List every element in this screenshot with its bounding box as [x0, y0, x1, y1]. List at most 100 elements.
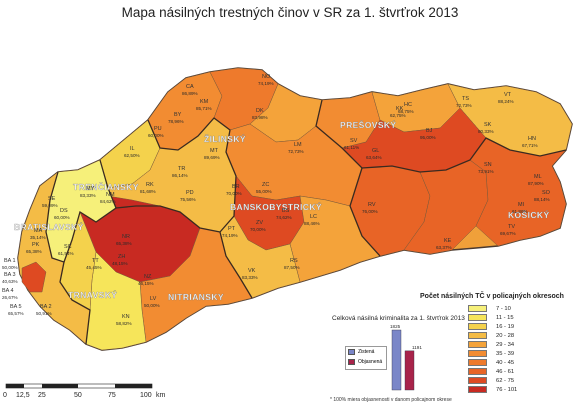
district-code: LC — [310, 214, 317, 220]
region-label-nitriansky: NITRIANSKY — [168, 292, 224, 302]
district-value: 83,33% — [242, 275, 258, 280]
district-code: NO — [262, 74, 271, 80]
district-value: 75,56% — [180, 197, 196, 202]
district-code: ZV — [256, 220, 263, 226]
district-value: 74,62% — [276, 215, 292, 220]
district-value: 65,38% — [116, 241, 132, 246]
district-code: ZC — [262, 182, 269, 188]
legend-label: Objasnená — [358, 359, 383, 365]
district-code: ML — [534, 174, 542, 180]
district-code: KN — [122, 314, 130, 320]
district-code: KE — [444, 238, 452, 244]
district-code: DS — [60, 208, 68, 214]
district-value: 48,15% — [112, 261, 128, 266]
legend-swatch — [468, 305, 487, 312]
district-value: 59,09% — [42, 203, 58, 208]
legend-row: 46 - 61 — [468, 367, 517, 376]
district-code: PK — [32, 242, 40, 248]
crime-legend-item-objasnena: Objasnená — [346, 357, 386, 367]
legend-row: 62 - 75 — [468, 376, 517, 385]
region-label-presovsky: PREŠOVSKÝ — [340, 119, 397, 130]
region-label-bratislavsky: BRATISLAVSKÝ — [14, 221, 84, 232]
bar-objasnena-value: 1191 — [412, 345, 422, 350]
district-code: VT — [504, 92, 512, 98]
district-code: RS — [290, 258, 298, 264]
district-code: HN — [528, 136, 536, 142]
district-code: MA — [34, 228, 43, 234]
legend-swatch — [468, 368, 487, 375]
district-value: 88,14% — [534, 197, 550, 202]
district-code: RV — [368, 202, 376, 208]
district-value: 70,00% — [250, 227, 266, 232]
district-code: RK — [146, 182, 154, 188]
district-value: 50,91% — [36, 311, 52, 316]
district-value: 72,73% — [288, 149, 304, 154]
district-value: 95,00% — [420, 135, 436, 140]
district-value: 40,63% — [2, 279, 18, 284]
district-code: SK — [484, 122, 492, 128]
district-value: 62,75% — [390, 113, 406, 118]
district-labels: CA 86,89% NO 74,19% KM 85,71% DK 83,98% … — [2, 74, 551, 326]
legend-swatch — [468, 377, 487, 384]
district-value: 76,00% — [362, 209, 378, 214]
legend-label: 76 - 101 — [496, 386, 518, 393]
district-code: BA 1 — [4, 258, 16, 264]
district-value: 61,54% — [58, 251, 74, 256]
scale-label: 75 — [108, 392, 116, 399]
district-value: 60,00% — [148, 133, 164, 138]
bar-zistena — [391, 329, 402, 391]
district-value: 86,89% — [182, 91, 198, 96]
legend-label: 29 - 34 — [496, 341, 515, 348]
district-code: BS — [282, 208, 290, 214]
region-label-zilinsky: ŽILINSKÝ — [204, 133, 246, 144]
district-code: TT — [92, 258, 99, 264]
region-label-kosicky: KOŠICKÝ — [508, 209, 550, 220]
district-code: BA 3 — [4, 272, 16, 278]
district-value: 26,67% — [2, 295, 18, 300]
legend-swatch — [468, 386, 487, 393]
district-value: 63,37% — [436, 245, 452, 250]
district-code: GL — [372, 148, 379, 154]
legend-row: 40 - 45 — [468, 358, 517, 367]
choropleth-legend: 7 - 10 11 - 15 16 - 19 20 - 28 29 - 34 35 - 3… — [468, 304, 517, 394]
region-label-banskobystricky: BANSKOBYSTRICKÝ — [230, 201, 322, 212]
crime-bar-chart: 1825 1191 — [390, 324, 422, 391]
district-value: 88,24% — [498, 99, 514, 104]
legend-label: 7 - 10 — [496, 305, 511, 312]
district-code: MI — [518, 202, 525, 208]
legend-title: Počet násilných TČ v policajných okresoc… — [420, 293, 564, 300]
district-value: 87,50% — [284, 265, 300, 270]
bar-zistena-value: 1825 — [390, 324, 401, 329]
district-code: LM — [294, 142, 302, 148]
scale-unit: km — [156, 392, 166, 399]
district-value: 87,90% — [528, 181, 544, 186]
district-code: CA — [186, 84, 194, 90]
district-code: HC — [404, 102, 412, 108]
district-code: BY — [174, 112, 182, 118]
legend-swatch — [468, 314, 487, 321]
district-value: 84,62% — [100, 199, 116, 204]
district-value: 55,00% — [256, 189, 272, 194]
district-code: ZH — [118, 254, 125, 260]
district-code: PT — [228, 226, 236, 232]
district-code: MY — [86, 186, 95, 192]
district-code: LV — [150, 296, 157, 302]
district-code: TS — [462, 96, 469, 102]
district-code: SC — [64, 244, 72, 250]
legend-swatch — [468, 350, 487, 357]
district-value: 65,57% — [8, 311, 24, 316]
district-value: 60,00% — [54, 215, 70, 220]
district-code: BA 5 — [10, 304, 22, 310]
region-label-trenciansky: TRENČIANSKY — [73, 181, 139, 192]
district-code: NR — [122, 234, 130, 240]
district-value: 50,00% — [2, 265, 18, 270]
legend-row: 16 - 19 — [468, 322, 517, 331]
district-value: 78,96% — [168, 119, 184, 124]
district-value: 63,64% — [366, 155, 382, 160]
legend-label: 46 - 61 — [496, 368, 515, 375]
district-value: 83,33% — [80, 193, 96, 198]
district-value: 74,19% — [222, 233, 238, 238]
district-region-bratislava-city — [21, 261, 47, 293]
legend-label: 62 - 75 — [496, 377, 515, 384]
district-value: 58,82% — [116, 321, 132, 326]
